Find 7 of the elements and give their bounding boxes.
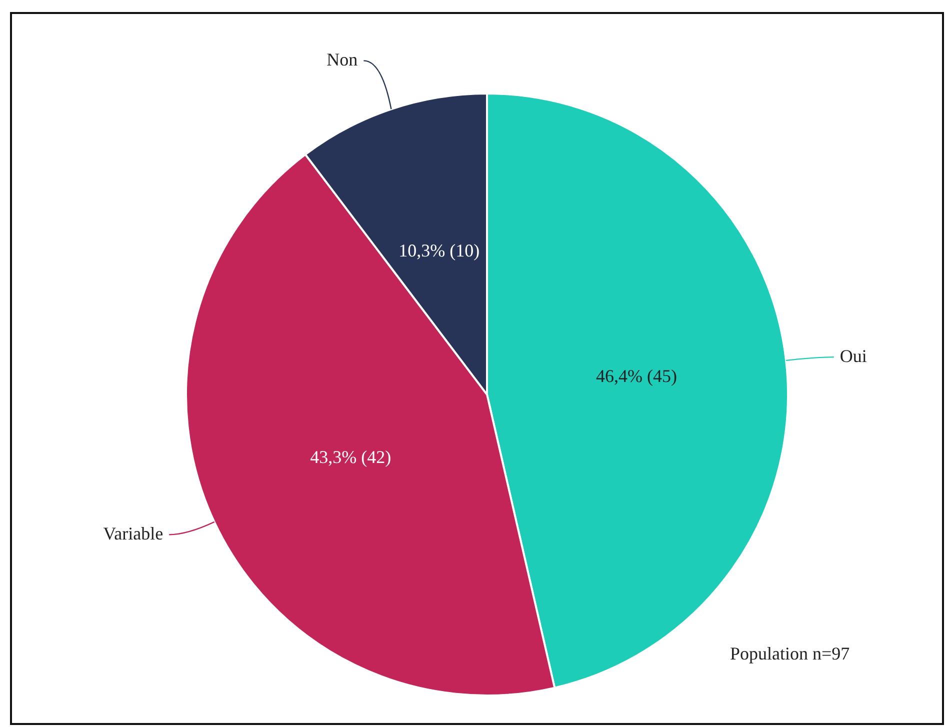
slice-label: Oui: [840, 346, 867, 366]
slice-label: Variable: [103, 523, 164, 544]
data-label: 10,3% (10): [398, 240, 480, 261]
text: Population n=97: [730, 644, 850, 664]
slice-label: Non: [326, 49, 358, 70]
data-label: 43,3% (42): [310, 446, 392, 467]
data-label: 46,4% (45): [596, 366, 678, 386]
